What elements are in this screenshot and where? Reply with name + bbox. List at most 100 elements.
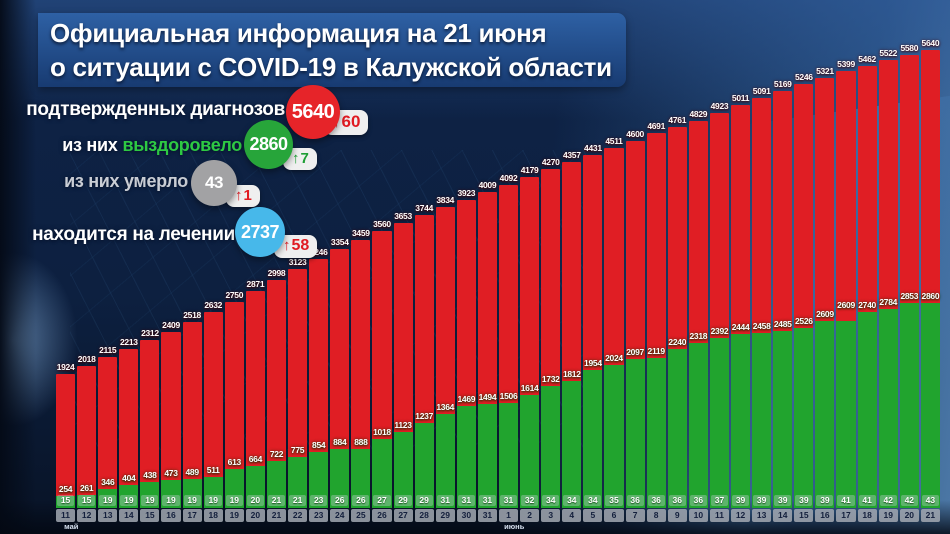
date-label: 20 bbox=[245, 509, 265, 522]
confirmed-bar-segment bbox=[309, 259, 329, 508]
bar-column: 19 19 2750 613 bbox=[224, 290, 244, 522]
deaths-count-label: 31 bbox=[436, 495, 454, 506]
deaths-count-label: 39 bbox=[732, 495, 750, 506]
confirmed-value-label: 5399 bbox=[837, 59, 855, 69]
in-treatment-delta-value: 58 bbox=[291, 237, 310, 254]
deaths-count-label: 36 bbox=[689, 495, 707, 506]
recovered-bar-segment bbox=[477, 404, 497, 508]
date-label: 16 bbox=[815, 509, 835, 522]
confirmed-value-label: 4431 bbox=[584, 143, 602, 153]
recovered-bar-segment bbox=[794, 328, 814, 508]
confirmed-bar-segment bbox=[857, 66, 877, 508]
deaths-count-label: 21 bbox=[289, 495, 307, 506]
bar-column: 13 39 5091 2458 bbox=[752, 86, 772, 522]
date-label: 29 bbox=[435, 509, 455, 522]
bar-column: 8 36 4691 2119 bbox=[646, 121, 666, 522]
date-label: 13 bbox=[752, 509, 772, 522]
deaths-count-label: 36 bbox=[668, 495, 686, 506]
deaths-count-label: 15 bbox=[78, 495, 96, 506]
date-label: 11 bbox=[56, 509, 76, 522]
confirmed-value-label: 2115 bbox=[99, 345, 117, 355]
recovered-value-label: 404 bbox=[122, 473, 136, 483]
recovered-value-label: 2485 bbox=[773, 319, 792, 329]
bar-column: 21 21 2998 722 bbox=[266, 268, 287, 522]
confirmed-bar-segment bbox=[393, 223, 413, 508]
recovered-bar-segment bbox=[625, 359, 645, 508]
recovered-bar-segment bbox=[456, 406, 476, 508]
deaths-count-label: 34 bbox=[584, 495, 602, 506]
date-label: 27 bbox=[393, 509, 413, 522]
deceased-value: 43 bbox=[205, 173, 223, 192]
deaths-count-label: 19 bbox=[162, 495, 180, 506]
bar-column: 22 21 3123 775 bbox=[288, 257, 308, 522]
month-label: май bbox=[64, 522, 79, 531]
recovered-bar-segment bbox=[857, 312, 877, 508]
deaths-count-label: 42 bbox=[900, 495, 918, 506]
confirmed-value-label: 2018 bbox=[77, 354, 96, 364]
date-label: 10 bbox=[688, 509, 708, 522]
recovered-value-label: 2853 bbox=[900, 291, 919, 301]
bar-column: 2 32 4179 1614 bbox=[520, 165, 540, 522]
confirmed-label: подтвержденных диагнозов bbox=[26, 99, 285, 120]
bar-column: 19 42 5522 2784 bbox=[878, 48, 898, 522]
date-label: 15 bbox=[794, 509, 814, 522]
confirmed-bar-segment bbox=[899, 55, 919, 508]
recovered-value-label: 888 bbox=[354, 437, 368, 447]
recovered-value-label: 1506 bbox=[499, 391, 518, 401]
confirmed-value-label: 3653 bbox=[394, 211, 412, 221]
date-label: 15 bbox=[140, 509, 160, 522]
confirmed-value-label: 4092 bbox=[499, 173, 518, 183]
recovered-bar-segment bbox=[562, 381, 582, 508]
bar-column: 18 19 2632 511 bbox=[203, 300, 223, 522]
recovered-value-label: 1954 bbox=[584, 358, 602, 368]
deaths-count-label: 31 bbox=[499, 495, 518, 506]
confirmed-value-label: 4357 bbox=[562, 150, 581, 160]
bar-column: 20 20 2871 664 bbox=[245, 279, 265, 522]
recovered-value-label: 2860 bbox=[921, 291, 940, 301]
recovered-value-label: 346 bbox=[101, 477, 115, 487]
bar-column: 31 31 4009 1494 bbox=[477, 180, 497, 522]
confirmed-value-label: 2213 bbox=[119, 337, 138, 347]
bar-column: 3 34 4270 1732 bbox=[541, 157, 561, 522]
confirmed-value-label: 1924 bbox=[56, 362, 75, 372]
confirmed-value-label: 5246 bbox=[794, 72, 813, 82]
confirmed-bar-segment bbox=[330, 249, 350, 508]
deaths-count-label: 19 bbox=[183, 495, 201, 506]
confirmed-value-label: 4829 bbox=[689, 109, 708, 119]
confirmed-value-label: 3560 bbox=[373, 219, 391, 229]
date-label: 6 bbox=[604, 509, 624, 522]
deaths-count-label: 19 bbox=[141, 495, 159, 506]
bar-column: 26 27 3560 1018 bbox=[372, 219, 392, 522]
confirmed-bar-segment bbox=[140, 340, 160, 508]
date-label: 17 bbox=[182, 509, 202, 522]
up-arrow-icon: ↑ bbox=[235, 187, 243, 204]
date-label: 13 bbox=[98, 509, 118, 522]
deaths-count-label: 36 bbox=[626, 495, 644, 506]
date-label: 4 bbox=[562, 509, 582, 522]
month-label: июнь bbox=[504, 522, 525, 531]
date-label: 12 bbox=[77, 509, 97, 522]
confirmed-bar-segment bbox=[731, 105, 751, 508]
bar-column: 10 36 4829 2318 bbox=[688, 109, 708, 522]
confirmed-value-label: 3123 bbox=[288, 257, 307, 267]
date-label: 7 bbox=[625, 509, 645, 522]
date-label: 23 bbox=[309, 509, 329, 522]
recovered-value-label: 2392 bbox=[710, 326, 729, 336]
recovered-value-label: 2444 bbox=[731, 322, 750, 332]
date-label: 21 bbox=[920, 509, 940, 522]
date-label: 30 bbox=[456, 509, 476, 522]
recovered-delta-value: 7 bbox=[300, 150, 309, 167]
recovered-value-label: 613 bbox=[227, 457, 242, 467]
bar-column: 15 19 2312 438 bbox=[140, 328, 160, 522]
deaths-count-label: 39 bbox=[753, 495, 771, 506]
confirmed-bar-segment bbox=[752, 98, 772, 508]
bar-column: 11 37 4923 2392 bbox=[709, 101, 729, 522]
bar-column: 6 35 4511 2024 bbox=[604, 136, 624, 522]
confirmed-bar-segment bbox=[351, 240, 371, 508]
recovered-bar-segment bbox=[773, 331, 793, 508]
deaths-count-label: 39 bbox=[774, 495, 792, 506]
confirmed-value-label: 4270 bbox=[541, 157, 560, 167]
recovered-value-label: 2318 bbox=[689, 331, 708, 341]
deaths-count-label: 26 bbox=[352, 495, 370, 506]
confirmed-value-label: 5462 bbox=[858, 54, 876, 64]
